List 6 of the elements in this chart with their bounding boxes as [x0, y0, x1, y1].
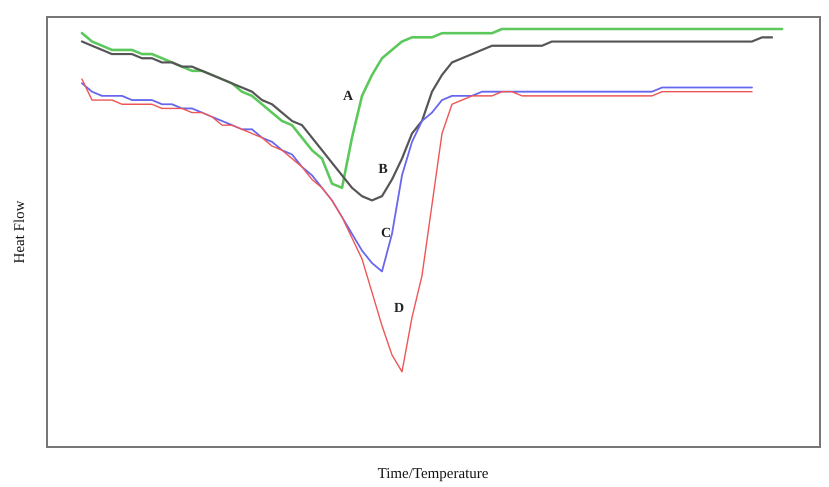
x-axis-title: Time/Temperature [378, 466, 489, 482]
annotation: B [378, 162, 388, 178]
annotation: C [380, 226, 392, 242]
annotation: A [342, 89, 354, 104]
annotation: D [394, 301, 404, 316]
y-axis-title: Heat Flow [12, 200, 28, 264]
